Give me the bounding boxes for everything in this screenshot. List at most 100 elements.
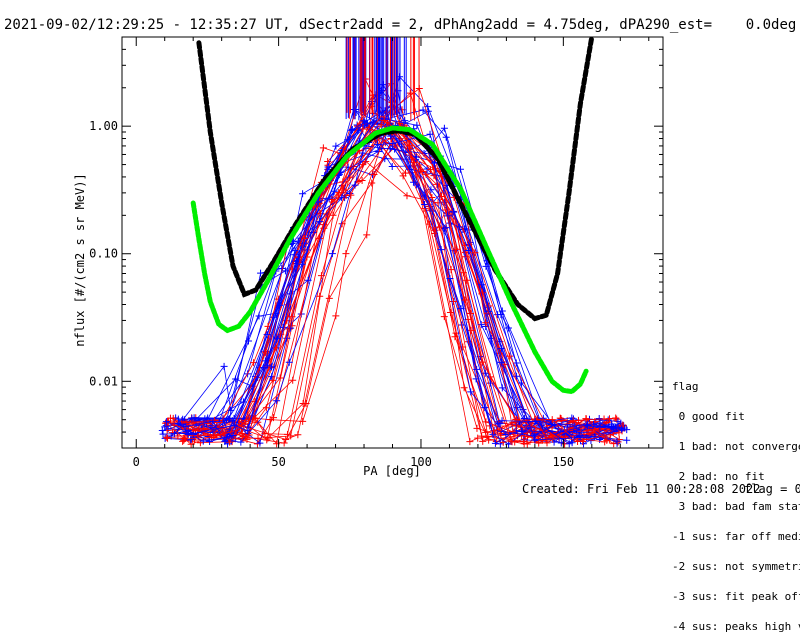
blue-point: [446, 275, 454, 283]
legend-item: -2 sus: not symmetric: [672, 560, 800, 573]
red-point: [241, 433, 249, 441]
red-point: [264, 322, 272, 330]
red-point: [451, 333, 459, 341]
blue-point: [162, 418, 170, 426]
red-point: [417, 166, 425, 174]
red-point: [484, 432, 492, 440]
red-point: [276, 374, 284, 382]
red-point: [180, 435, 188, 443]
red-point: [452, 245, 460, 253]
pitch-angle-plot: 0 50 100 150 0.01 0.10 1.00: [89, 34, 664, 469]
blue-point: [199, 437, 207, 445]
red-point: [329, 211, 337, 219]
red-point: [449, 297, 457, 305]
blue-point: [221, 437, 229, 445]
red-point: [284, 430, 292, 438]
red-point: [615, 429, 623, 437]
red-point: [512, 416, 520, 424]
blue-point: [348, 126, 356, 134]
blue-point: [291, 247, 299, 255]
blue-point: [591, 433, 599, 441]
blue-point: [498, 307, 506, 315]
blue-point: [388, 162, 396, 170]
blue-point: [440, 124, 448, 132]
blue-point: [273, 335, 281, 343]
red-trace-44: [174, 101, 608, 444]
red-point: [211, 416, 219, 424]
blue-point: [565, 440, 573, 448]
red-point: [426, 166, 434, 174]
blue-point: [206, 438, 214, 446]
red-point: [342, 250, 350, 258]
red-point: [162, 433, 170, 441]
red-point: [474, 434, 482, 442]
legend-title: flag: [672, 380, 699, 393]
red-point: [289, 376, 297, 384]
blue-trace-9: [168, 122, 605, 443]
red-point: [569, 417, 577, 425]
blue-trace-39: [162, 120, 612, 435]
blue-point: [374, 147, 382, 155]
red-point: [434, 199, 442, 207]
red-point: [514, 416, 522, 424]
red-point: [557, 414, 565, 422]
blue-point: [455, 223, 463, 231]
red-point: [280, 439, 288, 447]
red-point: [605, 415, 613, 423]
blue-point: [426, 130, 434, 138]
red-point: [440, 313, 448, 321]
red-point: [294, 431, 302, 439]
x-tick-label: 150: [552, 455, 574, 469]
legend-item: 2 bad: no fit: [672, 470, 765, 483]
legend-item: -4 sus: peaks high v: [672, 620, 800, 633]
legend-item: 3 bad: bad fam stat: [672, 500, 800, 513]
x-tick-label: 100: [410, 455, 432, 469]
blue-point: [257, 269, 265, 277]
blue-point: [618, 425, 626, 433]
blue-point: [550, 438, 558, 446]
fit-curves: [190, 34, 595, 395]
red-point: [463, 276, 471, 284]
legend-item: 0 good fit: [672, 410, 745, 423]
blue-point: [332, 142, 340, 150]
y-tick-label: 0.10: [89, 247, 118, 261]
red-point: [402, 169, 410, 177]
blue-point: [623, 436, 631, 444]
footer-flag: flag = 0: [744, 482, 800, 496]
red-point: [380, 116, 388, 124]
red-point: [217, 431, 225, 439]
red-point: [574, 437, 582, 445]
red-point: [299, 417, 307, 425]
blue-trace-1: [181, 121, 605, 437]
blue-point: [344, 136, 352, 144]
red-point: [264, 434, 272, 442]
blue-point: [209, 417, 217, 425]
red-point: [325, 294, 333, 302]
blue-point: [498, 417, 506, 425]
red-point: [506, 352, 514, 360]
blue-point: [421, 200, 429, 208]
blue-point: [512, 359, 520, 367]
red-point: [509, 428, 517, 436]
blue-point: [230, 421, 238, 429]
blue-trace-15: [165, 122, 609, 444]
blue-point: [613, 437, 621, 445]
blue-point: [489, 430, 497, 438]
y-axis-label: nflux [#/(cm2 s sr MeV)]: [73, 173, 87, 347]
blue-point: [220, 362, 228, 370]
red-point: [384, 118, 392, 126]
red-point: [482, 418, 490, 426]
created-timestamp: Created: Fri Feb 11 00:28:08 2022: [522, 482, 761, 496]
axes: 0 50 100 150 0.01 0.10 1.00: [89, 36, 663, 469]
red-point: [603, 436, 611, 444]
red-point: [368, 179, 376, 187]
blue-point: [491, 439, 499, 447]
blue-point: [304, 276, 312, 284]
blue-point: [285, 358, 293, 366]
red-point: [226, 438, 234, 446]
red-trace-36: [181, 123, 605, 443]
blue-point: [431, 159, 439, 167]
blue-point: [256, 439, 264, 447]
x-tick-label: 50: [271, 455, 285, 469]
red-point: [485, 436, 493, 444]
